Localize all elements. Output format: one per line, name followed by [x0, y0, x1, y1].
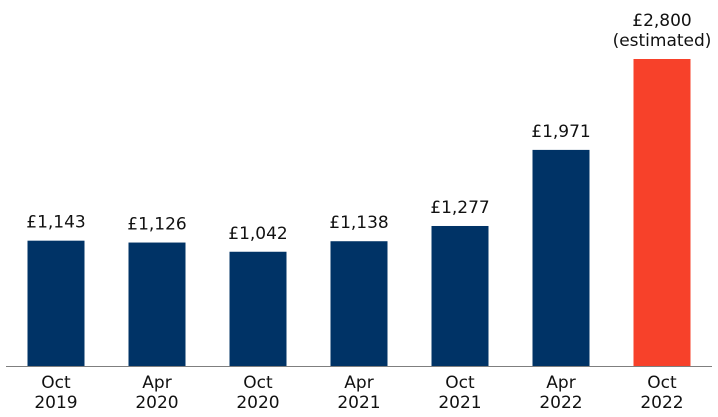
data-label-line: £2,800 [632, 11, 691, 31]
data-labels-group: £1,143 £1,126 £1,042 £1,138 £1,277 £1,971 £2,8… [26, 11, 711, 244]
data-label-line: £1,126 [127, 215, 186, 235]
data-label-line: £1,138 [329, 213, 388, 233]
bar-apr-2021 [330, 241, 388, 366]
data-label: £1,138 [329, 213, 388, 233]
data-label-line: (estimated) [613, 31, 712, 51]
data-label-line: £1,042 [228, 224, 287, 244]
x-tick-label: Oct 2021 [438, 373, 481, 413]
data-label: £1,971 [531, 122, 590, 142]
x-tick-month: Apr [546, 373, 575, 393]
x-tick-month: Oct [243, 373, 273, 393]
x-tick-year: 2021 [438, 393, 481, 413]
x-tick-label: Apr 2022 [539, 373, 582, 413]
data-label: £1,143 [26, 213, 85, 233]
bar-apr-2022 [532, 149, 590, 366]
x-tick-year: 2022 [539, 393, 582, 413]
data-label-line: £1,277 [430, 198, 489, 218]
x-tick-label: Oct 2020 [236, 373, 279, 413]
x-tick-year: 2022 [640, 393, 683, 413]
x-tick-year: 2021 [337, 393, 380, 413]
bars-group [27, 59, 691, 366]
x-tick-year: 2020 [236, 393, 279, 413]
bar-apr-2020 [128, 242, 186, 366]
data-label: £1,277 [430, 198, 489, 218]
x-tick-month: Oct [41, 373, 71, 393]
data-label: £1,126 [127, 215, 186, 235]
x-tick-year: 2020 [135, 393, 178, 413]
x-tick-month: Oct [445, 373, 475, 393]
x-tick-year: 2019 [34, 393, 77, 413]
bar-oct-2021 [431, 225, 489, 366]
data-label-line: £1,971 [531, 122, 590, 142]
data-label: £1,042 [228, 224, 287, 244]
x-tick-month: Apr [142, 373, 171, 393]
x-tick-month: Oct [647, 373, 677, 393]
data-label-line: £1,143 [26, 213, 85, 233]
bar-oct-2019 [27, 240, 85, 366]
x-tick-label: Apr 2020 [135, 373, 178, 413]
x-tick-label: Oct 2022 [640, 373, 683, 413]
bar-oct-2022 [633, 59, 691, 366]
x-tick-label: Apr 2021 [337, 373, 380, 413]
x-tick-month: Apr [344, 373, 373, 393]
x-tick-label: Oct 2019 [34, 373, 77, 413]
data-label: £2,800 (estimated) [613, 11, 712, 51]
bar-oct-2020 [229, 251, 287, 366]
